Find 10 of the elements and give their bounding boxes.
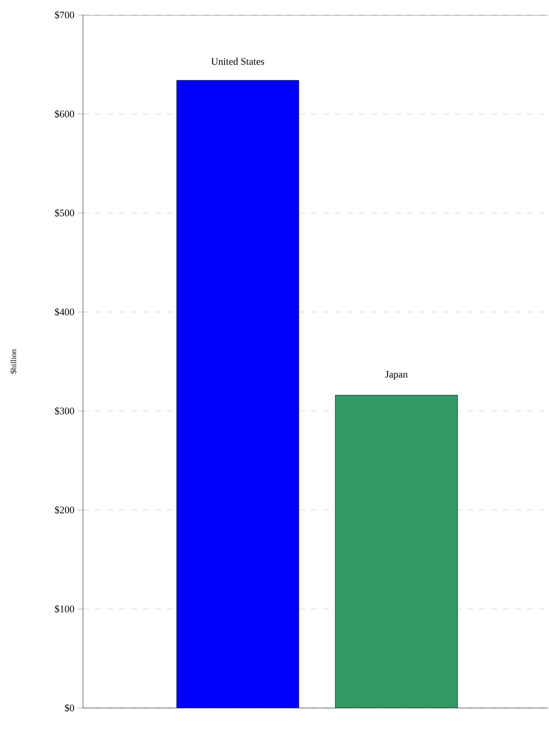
y-tick-label: $0 bbox=[64, 704, 74, 712]
y-tick-label: $400 bbox=[54, 308, 74, 316]
y-tick-label: $700 bbox=[54, 11, 74, 19]
x-tick-label: Japan bbox=[385, 370, 408, 380]
y-tick-label: $600 bbox=[54, 110, 74, 118]
y-tick-label: $100 bbox=[54, 605, 74, 613]
y-tick-label: $200 bbox=[54, 506, 74, 514]
y-tick-label: $300 bbox=[54, 407, 74, 415]
y-tick-label: $500 bbox=[54, 209, 74, 217]
x-tick-label: United States bbox=[211, 58, 264, 65]
